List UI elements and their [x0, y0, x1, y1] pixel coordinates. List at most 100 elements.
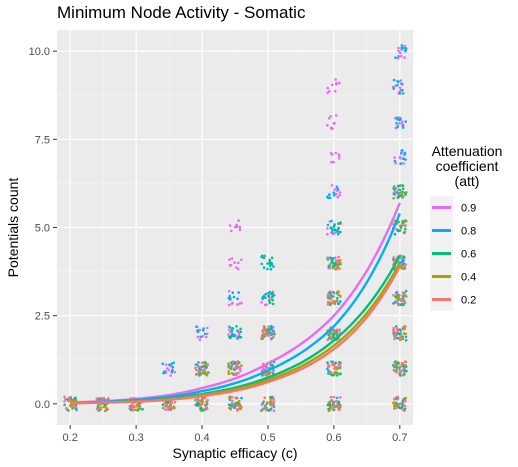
- data-point: [397, 229, 400, 233]
- data-point: [333, 188, 337, 191]
- data-point: [336, 302, 340, 306]
- data-point: [264, 292, 268, 296]
- data-point: [400, 405, 404, 409]
- data-point: [198, 399, 202, 402]
- data-point: [203, 332, 207, 336]
- data-point: [399, 402, 403, 406]
- data-point: [95, 407, 99, 410]
- data-point: [332, 225, 336, 228]
- data-point: [329, 115, 333, 118]
- data-point: [167, 368, 171, 372]
- data-point: [401, 336, 404, 339]
- data-point: [65, 407, 68, 411]
- data-point: [270, 333, 274, 337]
- data-point: [327, 369, 330, 373]
- data-point: [336, 297, 339, 300]
- data-point: [335, 300, 338, 303]
- data-point: [230, 257, 234, 260]
- data-point: [270, 331, 274, 334]
- legend-item-label: 0.4: [461, 272, 476, 284]
- data-point: [260, 301, 263, 304]
- data-point: [401, 196, 404, 199]
- x-axis-title: Synaptic efficacy (c): [172, 445, 297, 461]
- legend-item-label: 0.6: [461, 249, 476, 261]
- data-point: [402, 162, 406, 165]
- data-point: [205, 332, 209, 336]
- data-point: [393, 407, 396, 410]
- data-point: [74, 398, 78, 402]
- y-tick-label: 7.5: [35, 134, 50, 146]
- data-point: [262, 256, 266, 260]
- data-point: [400, 299, 403, 303]
- data-point: [394, 56, 397, 59]
- data-point: [338, 191, 342, 194]
- data-point: [69, 404, 72, 408]
- data-point: [326, 227, 329, 230]
- data-point: [203, 407, 207, 411]
- data-point: [230, 329, 234, 333]
- data-point: [336, 371, 339, 375]
- data-point: [326, 365, 330, 369]
- data-point: [228, 294, 231, 298]
- data-point: [227, 366, 230, 369]
- data-point: [229, 406, 233, 409]
- data-point: [164, 408, 167, 412]
- data-point: [337, 255, 340, 259]
- data-point: [237, 332, 241, 336]
- data-point: [392, 78, 396, 82]
- data-point: [333, 223, 336, 226]
- data-point: [199, 335, 202, 339]
- data-point: [267, 409, 271, 412]
- legend-title-line: Attenuation: [432, 143, 503, 159]
- data-point: [402, 292, 406, 296]
- data-point: [228, 325, 231, 329]
- data-point: [328, 196, 332, 200]
- data-point: [237, 219, 240, 222]
- data-point: [260, 262, 264, 266]
- data-point: [236, 303, 239, 306]
- data-point: [199, 373, 203, 376]
- data-point: [139, 407, 142, 411]
- data-point: [267, 299, 271, 302]
- fit-curve-0.2: [70, 265, 401, 405]
- y-tick-label: 5.0: [35, 223, 50, 235]
- data-point: [197, 364, 200, 368]
- x-tick-label: 0.4: [194, 432, 209, 444]
- data-point: [71, 407, 74, 410]
- data-point: [236, 366, 239, 370]
- data-point: [400, 44, 404, 47]
- data-point: [399, 338, 402, 342]
- data-point: [262, 328, 266, 331]
- data-point: [326, 124, 329, 127]
- data-point: [240, 364, 243, 367]
- data-point: [337, 226, 340, 230]
- data-point: [330, 83, 334, 87]
- data-point: [201, 371, 205, 375]
- data-point: [99, 397, 103, 400]
- data-point: [393, 159, 397, 163]
- data-point: [196, 329, 200, 332]
- data-point: [399, 332, 402, 335]
- data-point: [261, 330, 265, 334]
- data-point: [336, 365, 339, 369]
- data-point: [327, 117, 331, 120]
- data-point: [201, 335, 204, 338]
- data-point: [392, 293, 395, 297]
- data-point: [392, 185, 396, 188]
- data-point: [392, 192, 396, 196]
- legend-key-point: [440, 206, 443, 209]
- data-point: [238, 228, 242, 232]
- data-point: [263, 254, 267, 258]
- data-point: [336, 195, 340, 199]
- data-point: [339, 361, 342, 365]
- data-point: [328, 409, 331, 412]
- data-point: [399, 370, 403, 373]
- data-point: [339, 230, 342, 234]
- data-point: [399, 152, 403, 155]
- data-point: [393, 401, 397, 404]
- data-point: [331, 257, 335, 260]
- data-point: [335, 332, 339, 335]
- data-point: [271, 302, 275, 306]
- data-point: [403, 367, 406, 371]
